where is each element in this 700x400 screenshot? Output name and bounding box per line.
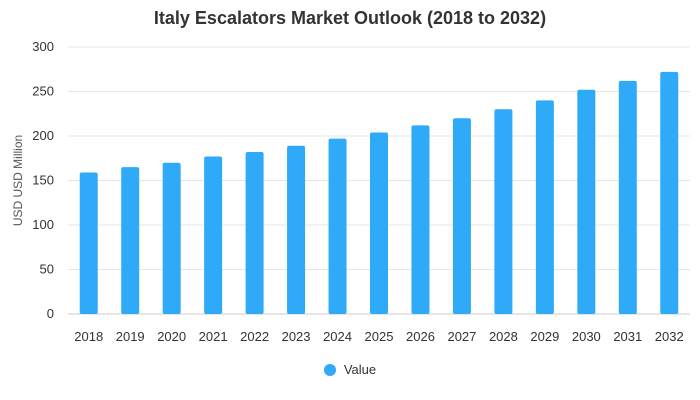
bar-2025[interactable] (370, 132, 388, 314)
bar-2026[interactable] (411, 125, 430, 314)
bar-2030[interactable] (577, 89, 596, 314)
bar-2021[interactable] (204, 156, 223, 314)
bar-2023[interactable] (287, 145, 306, 314)
y-tick-label: 100 (32, 217, 54, 232)
y-tick-label: 150 (32, 173, 54, 188)
y-tick-label: 300 (32, 39, 54, 54)
x-tick-label: 2019 (116, 329, 145, 344)
x-tick-label: 2018 (74, 329, 103, 344)
x-tick-label: 2027 (447, 329, 476, 344)
y-axis-ticks: 0 50 100 150 200 250 300 (32, 39, 54, 321)
bar-2024[interactable] (328, 138, 347, 314)
y-tick-label: 250 (32, 84, 54, 99)
legend: Value (0, 362, 700, 377)
x-tick-label: 2032 (655, 329, 684, 344)
x-tick-label: 2029 (530, 329, 559, 344)
y-tick-label: 50 (40, 262, 54, 277)
x-tick-label: 2026 (406, 329, 435, 344)
bar-2019[interactable] (121, 167, 140, 314)
x-axis-ticks: 2018 2019 2020 2021 2022 2023 2024 2025 2026 2027… (74, 329, 683, 344)
bar-2027[interactable] (452, 118, 471, 314)
legend-swatch (323, 363, 336, 376)
bar-2031[interactable] (618, 80, 637, 314)
x-tick-label: 2023 (282, 329, 311, 344)
bar-2028[interactable] (494, 109, 513, 314)
y-axis-label: USD USD Million (11, 135, 25, 226)
x-tick-label: 2028 (489, 329, 518, 344)
bar-2032[interactable] (660, 71, 679, 314)
bar-2018[interactable] (79, 172, 98, 314)
legend-label: Value (343, 362, 377, 377)
x-tick-label: 2020 (157, 329, 186, 344)
x-tick-label: 2022 (240, 329, 269, 344)
chart-title: Italy Escalators Market Outlook (2018 to… (153, 8, 547, 28)
y-tick-label: 0 (47, 306, 54, 321)
y-tick-label: 200 (32, 128, 54, 143)
x-tick-label: 2031 (613, 329, 642, 344)
x-tick-label: 2024 (323, 329, 352, 344)
bar-2029[interactable] (535, 100, 554, 315)
bar-2020[interactable] (162, 162, 181, 314)
bar-2022[interactable] (245, 152, 264, 314)
bars (79, 71, 679, 315)
x-tick-label: 2030 (572, 329, 601, 344)
x-tick-label: 2021 (199, 329, 228, 344)
x-tick-label: 2025 (365, 329, 394, 344)
